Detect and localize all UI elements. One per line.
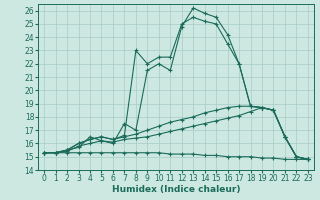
X-axis label: Humidex (Indice chaleur): Humidex (Indice chaleur) bbox=[112, 185, 240, 194]
